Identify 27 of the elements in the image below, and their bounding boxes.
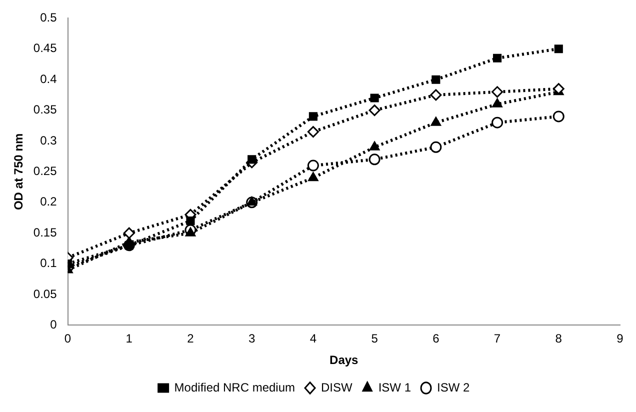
y-tick-label: 0.35 <box>33 102 58 117</box>
y-tick-label: 0.25 <box>33 164 58 178</box>
x-tick-label: 4 <box>310 332 317 346</box>
x-tick-label: 3 <box>248 332 256 346</box>
x-tick-label: 0 <box>64 332 72 346</box>
y-tick-label: 0.1 <box>40 256 58 270</box>
y-tick-label: 0.45 <box>33 41 58 56</box>
y-tick-label: 0.15 <box>33 225 58 240</box>
y-tick-label: 0.05 <box>33 286 58 301</box>
legend-label: ISW 2 <box>437 380 470 394</box>
x-tick-label: 6 <box>432 332 440 346</box>
y-tick-label: 0.2 <box>40 194 58 209</box>
x-tick-label: 7 <box>494 332 501 346</box>
y-tick-label: 0.5 <box>40 10 58 25</box>
x-tick-label: 2 <box>187 332 194 346</box>
legend-label: DISW <box>321 380 354 394</box>
y-tick-label: 0.4 <box>40 72 58 86</box>
x-tick-label: 5 <box>371 332 378 346</box>
y-axis-title: OD at 750 nm <box>12 133 26 210</box>
x-tick-label: 1 <box>126 332 133 346</box>
y-tick-label: 0.3 <box>40 133 58 148</box>
x-tick-label: 9 <box>616 332 624 346</box>
legend-label: ISW 1 <box>378 380 412 394</box>
x-tick-label: 8 <box>555 332 562 346</box>
x-axis-title: Days <box>330 353 359 368</box>
y-tick-label: 0 <box>50 318 58 332</box>
legend-label: Modified NRC medium <box>174 380 296 394</box>
